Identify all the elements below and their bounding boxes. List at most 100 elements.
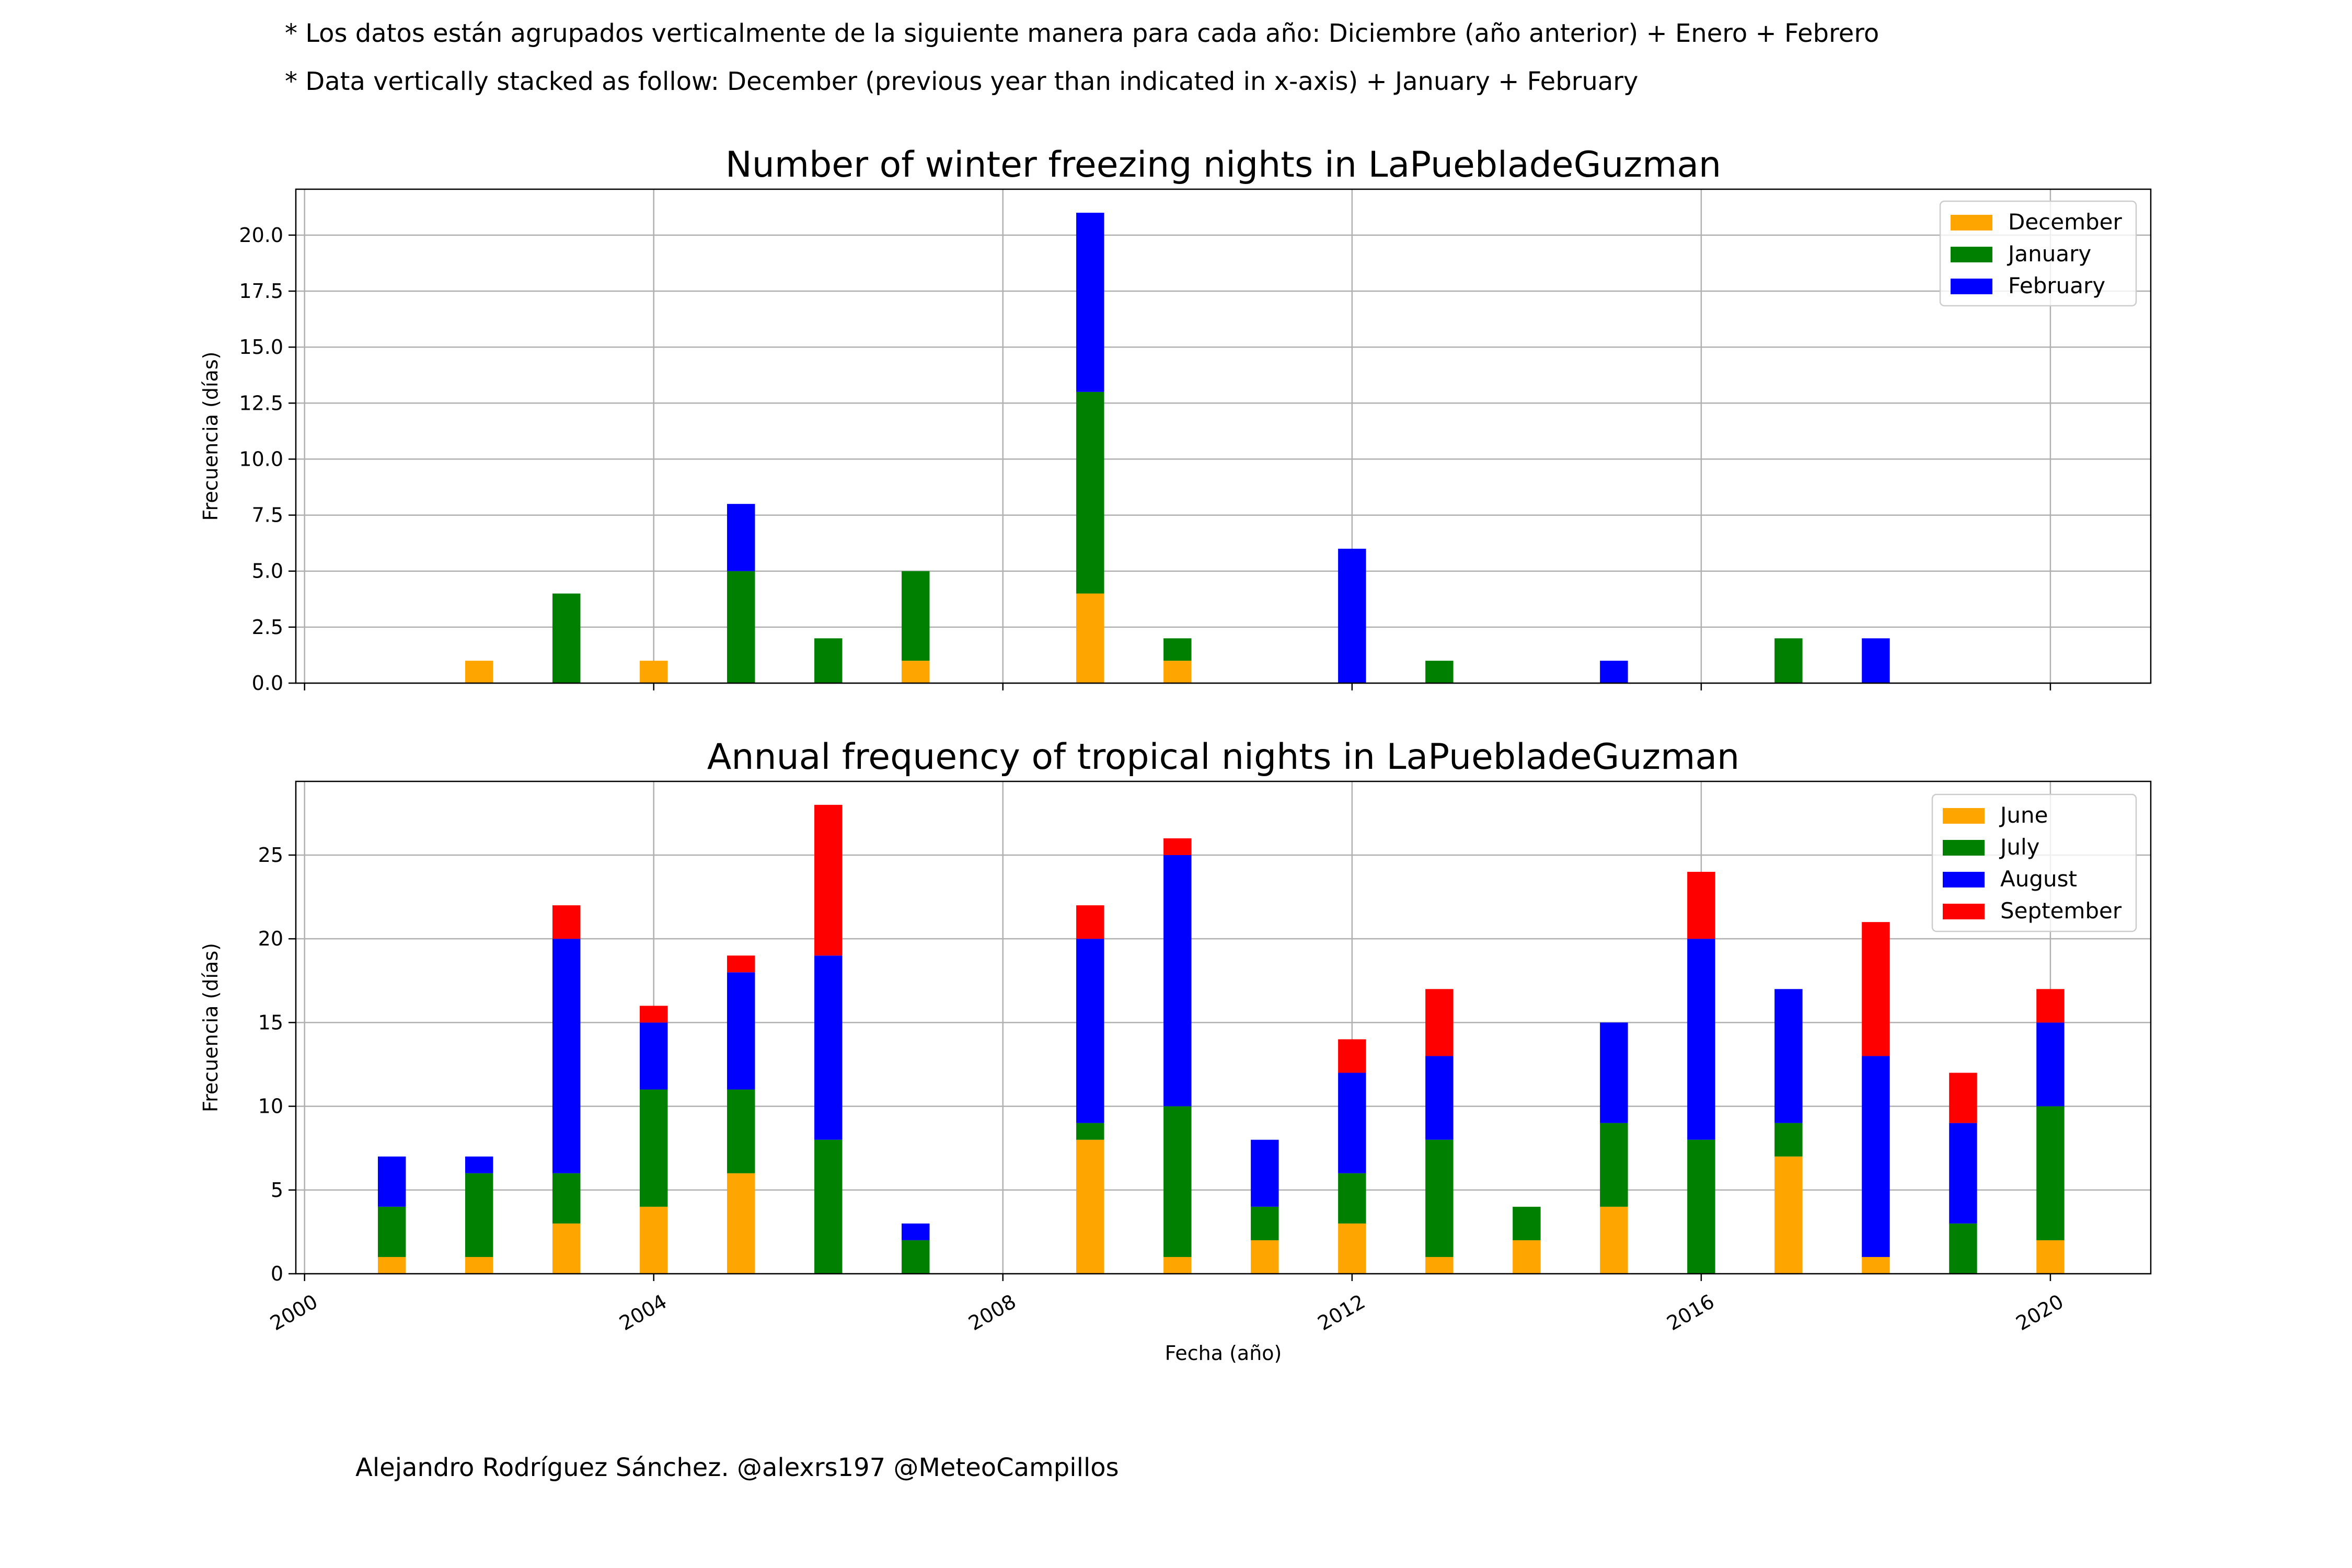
- bar-february-2009: [1076, 213, 1104, 392]
- bar-july-2015: [1600, 1123, 1628, 1207]
- y-axis-label: Frecuencia (días): [199, 352, 222, 521]
- legend-swatch-june: [1943, 808, 1985, 824]
- legend-label-august: August: [2000, 866, 2077, 892]
- bar-september-2020: [2036, 989, 2065, 1023]
- bar-june-2005: [727, 1173, 755, 1274]
- y-tick-label: 0: [271, 1262, 283, 1285]
- bar-july-2006: [814, 1139, 843, 1274]
- legend-label-january: January: [2007, 241, 2091, 267]
- bar-july-2013: [1425, 1139, 1454, 1257]
- x-tick-label: 2016: [1663, 1290, 1719, 1335]
- bar-june-2013: [1425, 1256, 1454, 1274]
- bar-august-2016: [1687, 939, 1715, 1140]
- bar-september-2016: [1687, 872, 1715, 939]
- y-tick-label: 7.5: [252, 504, 283, 527]
- legend-swatch-january: [1951, 247, 1992, 262]
- bar-june-2011: [1251, 1240, 1279, 1274]
- legend: December January February: [1939, 200, 2137, 307]
- bar-june-2018: [1862, 1256, 1890, 1274]
- bar-august-2002: [465, 1156, 493, 1173]
- y-axis-label: Frecuencia (días): [199, 943, 222, 1112]
- x-axis-label: Fecha (año): [1165, 1342, 1282, 1365]
- bar-september-2013: [1425, 989, 1454, 1056]
- bar-june-2010: [1163, 1256, 1192, 1274]
- bar-february-2012: [1338, 548, 1366, 683]
- chart-2: 0 5 10 15 20 25 2000 2004 2008 2012 2016 2020 Annual…: [199, 736, 2152, 1365]
- y-tick-label: 0.0: [252, 672, 283, 695]
- note-spanish: * Los datos están agrupados verticalment…: [285, 19, 1880, 48]
- legend-swatch-august: [1943, 872, 1985, 887]
- legend-swatch-february: [1951, 279, 1992, 294]
- bar-september-2019: [1949, 1073, 1977, 1123]
- bar-july-2014: [1513, 1206, 1541, 1240]
- bar-july-2001: [377, 1206, 406, 1257]
- legend-label-september: September: [2000, 898, 2122, 924]
- bar-september-2006: [814, 804, 843, 956]
- bar-august-2020: [2036, 1022, 2065, 1106]
- bar-september-2010: [1163, 838, 1192, 855]
- y-tick-label: 17.5: [239, 280, 283, 303]
- axes-frame: [295, 780, 2152, 1275]
- bar-june-2017: [1774, 1156, 1803, 1274]
- bar-august-2019: [1949, 1123, 1977, 1224]
- bar-august-2015: [1600, 1022, 1628, 1123]
- author-credit: Alejandro Rodríguez Sánchez. @alexrs197 …: [355, 1453, 1119, 1482]
- chart-title: Number of winter freezing nights in LaPu…: [725, 144, 1721, 186]
- bar-august-2004: [640, 1022, 668, 1090]
- bar-august-2006: [814, 955, 843, 1140]
- bar-february-2005: [727, 504, 755, 571]
- bar-august-2012: [1338, 1073, 1366, 1173]
- x-tick-label: 2008: [965, 1290, 1020, 1335]
- bar-january-2006: [814, 638, 843, 683]
- x-tick-label: 2020: [2012, 1290, 2068, 1335]
- bar-july-2011: [1251, 1206, 1279, 1240]
- bar-july-2003: [552, 1173, 581, 1224]
- y-tick-label: 15.0: [239, 336, 283, 359]
- bar-july-2019: [1949, 1223, 1977, 1274]
- legend-label-february: February: [2008, 273, 2105, 298]
- bar-july-2005: [727, 1089, 755, 1173]
- bar-june-2002: [465, 1256, 493, 1274]
- bar-august-2018: [1862, 1056, 1890, 1257]
- bar-june-2003: [552, 1223, 581, 1274]
- y-tick-label: 20: [258, 927, 283, 950]
- bar-december-2004: [640, 661, 668, 683]
- bar-july-2012: [1338, 1173, 1366, 1224]
- bar-september-2003: [552, 905, 581, 939]
- bar-september-2004: [640, 1006, 668, 1023]
- bar-january-2013: [1425, 661, 1454, 683]
- bar-june-2015: [1600, 1206, 1628, 1274]
- x-tick-label: 2004: [615, 1290, 671, 1335]
- y-tick-label: 5: [271, 1179, 283, 1202]
- bar-june-2009: [1076, 1139, 1104, 1274]
- y-tick-label: 5.0: [252, 560, 283, 583]
- y-tick-label: 25: [258, 844, 283, 867]
- bar-july-2020: [2036, 1106, 2065, 1240]
- y-tick-label: 10.0: [239, 447, 283, 470]
- bar-january-2010: [1163, 638, 1192, 661]
- y-tick-label: 2.5: [252, 616, 283, 639]
- y-tick-label: 15: [258, 1011, 283, 1034]
- bar-september-2018: [1862, 922, 1890, 1056]
- bar-february-2015: [1600, 661, 1628, 683]
- y-tick-label: 12.5: [239, 391, 283, 414]
- bar-june-2020: [2036, 1240, 2065, 1274]
- legend-box: [1931, 793, 2137, 932]
- y-tick-label: 20.0: [239, 224, 283, 247]
- bar-august-2005: [727, 972, 755, 1090]
- legend-swatch-july: [1943, 840, 1985, 856]
- legend-swatch-september: [1943, 904, 1985, 919]
- bar-december-2009: [1076, 593, 1104, 683]
- bar-july-2016: [1687, 1139, 1715, 1274]
- bar-july-2010: [1163, 1106, 1192, 1257]
- chart-1: 0.0 2.5 5.0 7.5 10.0 12.5 15.0 17.5 20.0 Number o…: [199, 144, 2152, 695]
- bar-january-2017: [1774, 638, 1803, 683]
- bar-july-2009: [1076, 1123, 1104, 1140]
- bar-june-2004: [640, 1206, 668, 1274]
- bar-january-2009: [1076, 391, 1104, 594]
- bar-february-2018: [1862, 638, 1890, 683]
- bar-july-2004: [640, 1089, 668, 1207]
- bar-august-2007: [902, 1223, 930, 1240]
- bar-december-2002: [465, 661, 493, 683]
